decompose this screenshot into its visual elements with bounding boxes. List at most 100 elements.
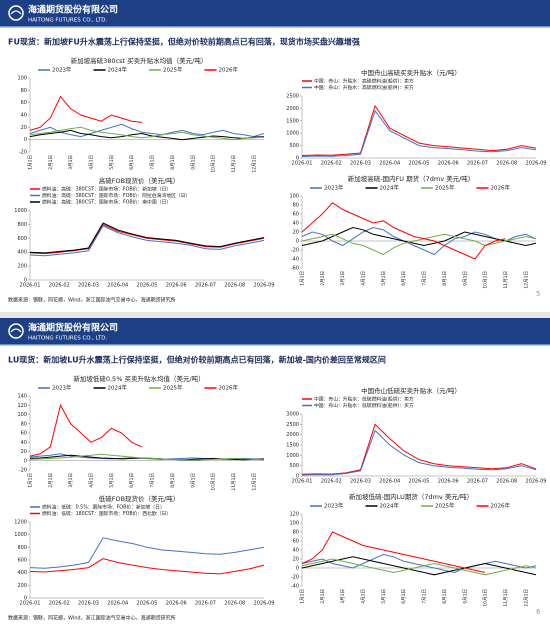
y-tick-label: 40 (21, 440, 27, 446)
x-tick-label: 3月1日 (68, 155, 74, 170)
chart-title: 中国舟山低硫买卖升贴水（元/吨） (361, 386, 461, 395)
y-tick-label: 500 (289, 463, 299, 469)
x-tick-label: 2026-03 (78, 601, 99, 607)
legend-label: 2026年 (491, 184, 511, 192)
chart-title: 高硫FOB现货价（美元/吨） (99, 176, 180, 185)
legend-label: 2025年 (435, 502, 455, 510)
x-tick-label: 10月1日 (211, 155, 217, 173)
y-tick-label: 120 (289, 512, 299, 518)
x-tick-label: 9月1日 (462, 271, 468, 286)
series-line (301, 233, 537, 256)
legend-label: 2023年 (324, 184, 344, 192)
x-tick-label: 8月1日 (170, 473, 176, 488)
legend-label: 2025年 (435, 184, 455, 192)
y-tick-label: 1500 (286, 443, 299, 449)
chart-title: 新加坡高硫380cst 买卖升贴水均值（美元/吨） (71, 56, 208, 65)
x-tick-label: 2026-01 (20, 283, 41, 289)
x-tick-label: 5月1日 (381, 271, 387, 286)
y-tick-label: 100 (17, 412, 27, 418)
page-number: 6 (536, 608, 541, 616)
y-tick-label: 40 (293, 221, 299, 227)
y-tick-label: 0 (24, 596, 27, 602)
x-tick-label: 2026-04 (379, 479, 400, 485)
x-tick-label: 12月1日 (251, 155, 257, 173)
y-tick-label: 1000 (286, 131, 299, 137)
x-tick-label: 7月1日 (150, 473, 156, 488)
header-accent (0, 26, 550, 28)
legend-label: 燃料油：低硫：0.5%：国际市场：FOB价：新加坡（日） (42, 504, 165, 511)
legend-label: 2025年 (163, 384, 183, 392)
x-tick-label: 2026-07 (467, 161, 488, 167)
x-tick-label: 10月1日 (483, 589, 489, 607)
x-tick-label: 6月1日 (129, 155, 135, 170)
y-tick-label: 80 (293, 530, 299, 536)
y-tick-label: -20 (291, 575, 299, 581)
header-band (0, 0, 550, 26)
y-tick-label: -20 (291, 248, 299, 254)
legend-label: 中国：舟山：升贴水：高硫燃料油(船供)：买方 (314, 84, 414, 91)
x-tick-label: 8月1日 (170, 155, 176, 170)
legend-label: 中国：舟山：升贴水：高硫燃料油(船供)：卖方 (314, 78, 414, 85)
chart-title: 中国舟山高硫买卖升贴水（元/吨） (361, 68, 461, 77)
y-tick-label: 500 (289, 143, 299, 149)
series-line (29, 126, 265, 141)
legend-label: 2024年 (380, 184, 400, 192)
x-tick-label: 7月1日 (422, 271, 428, 286)
x-tick-label: 6月1日 (401, 589, 407, 604)
slide-heading: LU现货：新加坡LU升水震荡上行保持坚挺，但绝对价较前期高点已有回落，新加坡-国… (8, 355, 386, 365)
y-tick-label: 0 (296, 566, 299, 572)
x-tick-label: 7月1日 (422, 589, 428, 604)
y-tick-label: 200 (17, 264, 27, 270)
x-tick-label: 2026-04 (107, 283, 128, 289)
x-tick-label: 5月1日 (381, 589, 387, 604)
x-tick-label: 2026-02 (321, 161, 342, 167)
x-tick-label: 6月1日 (129, 473, 135, 488)
y-tick-label: 80 (293, 203, 299, 209)
slide-separator (0, 312, 550, 318)
y-tick-label: 600 (17, 236, 27, 242)
chart-title: 新加坡低硫0.5% 买卖升贴水均值（美元/吨） (73, 374, 204, 383)
series-line (29, 223, 265, 255)
y-tick-label: 20 (21, 125, 27, 131)
y-tick-label: 60 (293, 539, 299, 545)
x-tick-label: 2026-05 (137, 601, 158, 607)
x-tick-label: 2026-04 (379, 161, 400, 167)
x-tick-label: 2026-08 (224, 601, 245, 607)
logo-icon (8, 323, 24, 339)
y-tick-label: 120 (17, 403, 27, 409)
legend-label: 燃料油：高硫：380CST：国际市场：FOB价：南中国（日） (42, 199, 171, 206)
x-tick-label: 2026-06 (166, 283, 187, 289)
x-tick-label: 9月1日 (190, 473, 196, 488)
legend-label: 2023年 (52, 384, 72, 392)
x-tick-label: 2026-08 (224, 283, 245, 289)
y-tick-label: 20 (21, 449, 27, 455)
series-line (301, 104, 537, 156)
x-tick-label: 2026-06 (166, 601, 187, 607)
series-line (301, 202, 506, 260)
x-tick-label: 11月1日 (231, 473, 237, 491)
series-line (301, 531, 486, 573)
x-tick-label: 2026-03 (350, 479, 371, 485)
x-tick-label: 2026-01 (292, 479, 313, 485)
legend-label: 中国：舟山：升贴水：低硫燃料油(船供)：买方 (314, 402, 414, 409)
series-line (301, 558, 537, 576)
x-tick-label: 6月1日 (401, 271, 407, 286)
series-line (29, 123, 265, 138)
x-tick-label: 7月1日 (150, 155, 156, 170)
x-tick-label: 2026-07 (467, 479, 488, 485)
slide-background (0, 318, 550, 630)
x-tick-label: 2026-02 (49, 601, 70, 607)
y-tick-label: -60 (291, 266, 299, 272)
legend-label: 中国：舟山：升贴水：低硫燃料油(船供)：卖方 (314, 396, 414, 403)
y-tick-label: 1500 (286, 118, 299, 124)
x-tick-label: 1月1日 (300, 589, 306, 604)
y-tick-label: 20 (293, 230, 299, 236)
header-accent (0, 344, 550, 346)
x-tick-label: 2026-02 (321, 479, 342, 485)
series-line (29, 403, 143, 457)
series-line (301, 429, 537, 476)
legend-label: 2026年 (219, 384, 239, 392)
x-tick-label: 2026-02 (49, 283, 70, 289)
y-tick-label: 100 (289, 194, 299, 200)
y-tick-label: 1000 (14, 532, 27, 538)
